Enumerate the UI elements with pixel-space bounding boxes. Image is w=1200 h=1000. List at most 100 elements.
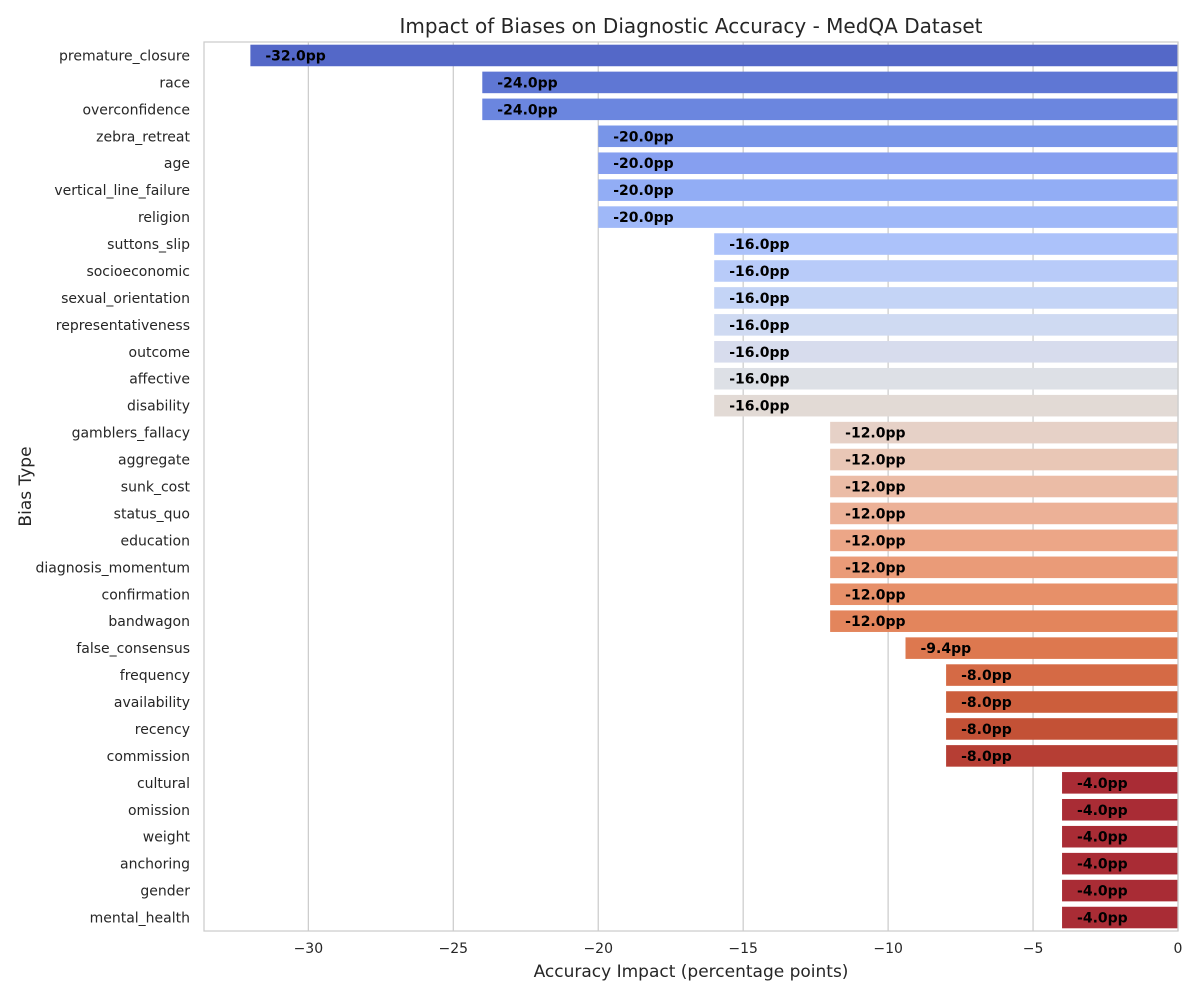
data-label: -24.0pp xyxy=(497,102,557,118)
bars xyxy=(250,44,1178,929)
category-label: recency xyxy=(135,722,190,738)
data-label: -16.0pp xyxy=(729,399,789,415)
bar xyxy=(830,556,1178,579)
category-label: cultural xyxy=(137,776,190,792)
category-label: suttons_slip xyxy=(107,237,190,253)
bar xyxy=(714,314,1178,336)
category-label: bandwagon xyxy=(108,614,190,630)
data-label: -16.0pp xyxy=(729,264,789,280)
data-label: -12.0pp xyxy=(845,506,905,522)
data-label: -8.0pp xyxy=(961,749,1012,765)
data-label: -12.0pp xyxy=(845,560,905,576)
data-label: -4.0pp xyxy=(1077,857,1128,873)
y-axis-label: Bias Type xyxy=(16,446,36,526)
data-label: -16.0pp xyxy=(729,318,789,334)
category-label: race xyxy=(159,75,190,91)
data-label: -4.0pp xyxy=(1077,911,1128,927)
data-labels: -32.0pp -24.0pp -24.0pp -20.0pp -20.0pp -20.0… xyxy=(265,48,1127,926)
x-tick-label: −15 xyxy=(728,941,758,957)
x-tick-labels: −30 −25 −20 −15 −10 −5 0 xyxy=(294,941,1183,957)
bar xyxy=(714,287,1178,309)
category-label: frequency xyxy=(120,668,190,684)
data-label: -12.0pp xyxy=(845,480,905,496)
bar xyxy=(946,718,1178,740)
category-label: representativeness xyxy=(56,318,190,334)
data-label: -24.0pp xyxy=(497,75,557,91)
data-label: -20.0pp xyxy=(613,183,673,199)
category-label: premature_closure xyxy=(59,48,190,64)
category-label: outcome xyxy=(129,345,190,361)
bar xyxy=(830,583,1178,606)
category-label: diagnosis_momentum xyxy=(36,560,191,576)
bar xyxy=(1062,798,1178,821)
bar xyxy=(250,44,1178,67)
category-label: affective xyxy=(129,372,190,388)
data-label: -12.0pp xyxy=(845,614,905,630)
bar xyxy=(830,610,1178,632)
category-label: overconfidence xyxy=(82,102,190,118)
category-label: vertical_line_failure xyxy=(54,183,190,199)
bar xyxy=(1062,852,1178,875)
bar xyxy=(714,341,1178,363)
bar xyxy=(1062,906,1178,929)
bar xyxy=(830,502,1178,525)
category-label: mental_health xyxy=(90,911,190,927)
category-label: zebra_retreat xyxy=(96,129,190,145)
data-label: -20.0pp xyxy=(613,129,673,145)
bar xyxy=(1062,772,1178,794)
data-label: -16.0pp xyxy=(729,291,789,307)
category-label: socioeconomic xyxy=(86,264,190,280)
data-label: -4.0pp xyxy=(1077,830,1128,846)
bar xyxy=(598,206,1178,228)
plot-frame xyxy=(203,41,1179,932)
category-label: sunk_cost xyxy=(121,480,191,496)
bar xyxy=(905,637,1178,659)
x-axis-label: Accuracy Impact (percentage points) xyxy=(534,962,849,982)
x-tick-label: −5 xyxy=(1023,941,1044,957)
bar xyxy=(946,691,1178,713)
data-label: -9.4pp xyxy=(921,641,972,657)
x-tick-label: −30 xyxy=(294,941,324,957)
category-label: availability xyxy=(114,695,190,711)
bar xyxy=(482,71,1178,94)
category-label: age xyxy=(164,156,190,172)
bar xyxy=(714,233,1178,255)
bar xyxy=(946,664,1178,686)
category-label: education xyxy=(121,533,190,549)
category-label: false_consensus xyxy=(76,641,190,657)
bar xyxy=(830,448,1178,471)
bar xyxy=(946,745,1178,767)
data-label: -16.0pp xyxy=(729,345,789,361)
data-label: -12.0pp xyxy=(845,587,905,603)
category-label: religion xyxy=(138,210,190,226)
data-label: -16.0pp xyxy=(729,237,789,253)
category-label: confirmation xyxy=(102,587,191,603)
category-label: gender xyxy=(140,884,190,900)
bar xyxy=(714,367,1178,390)
data-label: -32.0pp xyxy=(265,48,325,64)
data-label: -4.0pp xyxy=(1077,803,1128,819)
category-label: disability xyxy=(127,399,190,415)
bar xyxy=(598,125,1178,148)
bar xyxy=(714,260,1178,282)
category-label: weight xyxy=(143,830,191,846)
data-label: -20.0pp xyxy=(613,210,673,226)
data-label: -12.0pp xyxy=(845,453,905,469)
data-label: -8.0pp xyxy=(961,722,1012,738)
bar xyxy=(482,98,1178,121)
data-label: -4.0pp xyxy=(1077,884,1128,900)
data-label: -16.0pp xyxy=(729,372,789,388)
x-tick-label: −10 xyxy=(873,941,903,957)
category-label: aggregate xyxy=(118,453,190,469)
category-label: anchoring xyxy=(120,857,190,873)
bar xyxy=(830,475,1178,498)
x-tick-label: −25 xyxy=(439,941,469,957)
x-tick-label: −20 xyxy=(583,941,613,957)
bar xyxy=(1062,825,1178,848)
data-label: -4.0pp xyxy=(1077,776,1128,792)
category-label: status_quo xyxy=(114,506,190,522)
bar xyxy=(598,152,1178,175)
category-label: gamblers_fallacy xyxy=(72,426,190,442)
data-label: -20.0pp xyxy=(613,156,673,172)
